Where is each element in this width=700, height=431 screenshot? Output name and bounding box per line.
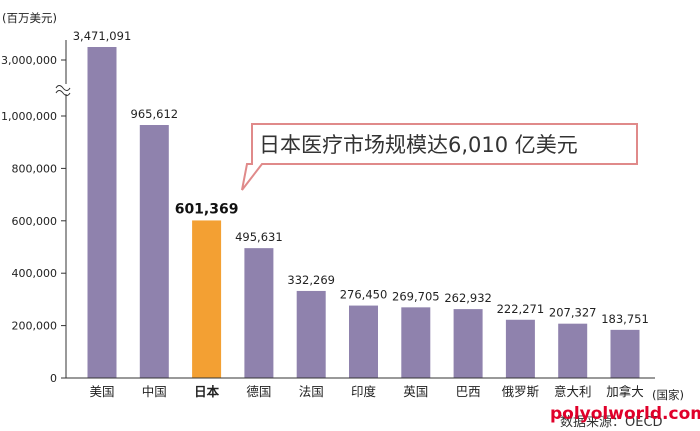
bar-7	[453, 309, 483, 378]
category-label-6: 英国	[403, 384, 428, 399]
y-tick-label: 3,000,000	[1, 54, 57, 67]
data-label-8: 222,271	[497, 302, 545, 316]
data-label-10: 183,751	[601, 312, 649, 326]
category-label-2: 日本	[194, 384, 220, 399]
axes-group: 0 200,000 400,000 600,000 800,000 1,000,000 3,…	[1, 40, 655, 385]
category-label-5: 印度	[351, 384, 377, 399]
y-tick-label: 400,000	[12, 267, 58, 280]
category-label-9: 意大利	[554, 384, 592, 399]
data-label-6: 269,705	[392, 289, 440, 303]
data-label-7: 262,932	[444, 291, 492, 305]
y-tick-label: 1,000,000	[1, 110, 57, 123]
annotation-callout: 日本医疗市场规模达6,010 亿美元	[241, 123, 638, 191]
y-tick-label: 0	[50, 372, 57, 385]
category-label-10: 加拿大	[606, 384, 644, 399]
bar-5	[349, 305, 378, 378]
labels-group: 3,471,091 美国 965,612 中国 601,369 日本 495,631 德国 33…	[73, 29, 649, 399]
y-tick-label: 600,000	[12, 215, 58, 228]
data-label-9: 207,327	[549, 306, 597, 320]
data-label-0: 3,471,091	[73, 29, 132, 43]
bar-4	[296, 290, 326, 378]
bar-0	[87, 47, 117, 378]
y-tick-label: 800,000	[12, 162, 58, 175]
callout-text: 日本医疗市场规模达6,010 亿美元	[259, 133, 578, 157]
category-label-4: 法国	[299, 384, 324, 399]
source-text: 数据来源：OECD	[560, 415, 663, 430]
bar-1	[139, 125, 169, 378]
category-label-1: 中国	[142, 384, 167, 399]
category-label-0: 美国	[89, 384, 114, 399]
y-tick-label: 200,000	[12, 320, 58, 333]
category-label-7: 巴西	[456, 384, 481, 399]
bar-8	[505, 319, 535, 378]
callout-box	[241, 123, 638, 191]
bars-group	[87, 47, 640, 378]
data-label-4: 332,269	[287, 273, 335, 287]
x-axis-unit: (国家)	[652, 388, 684, 402]
watermark-text: polyolworld.com	[550, 404, 700, 424]
bar-9	[558, 323, 588, 378]
data-label-2: 601,369	[175, 201, 239, 217]
bar-3	[244, 248, 274, 378]
bar-6	[401, 307, 431, 378]
y-axis-unit: (百万美元)	[2, 11, 57, 25]
bar-2	[192, 220, 222, 378]
category-label-8: 俄罗斯	[502, 384, 540, 399]
category-label-3: 德国	[246, 384, 271, 399]
data-label-3: 495,631	[235, 230, 283, 244]
data-label-1: 965,612	[131, 107, 179, 121]
axis-break-mark	[55, 85, 71, 96]
bar-10	[610, 329, 640, 378]
data-label-5: 276,450	[340, 288, 388, 302]
